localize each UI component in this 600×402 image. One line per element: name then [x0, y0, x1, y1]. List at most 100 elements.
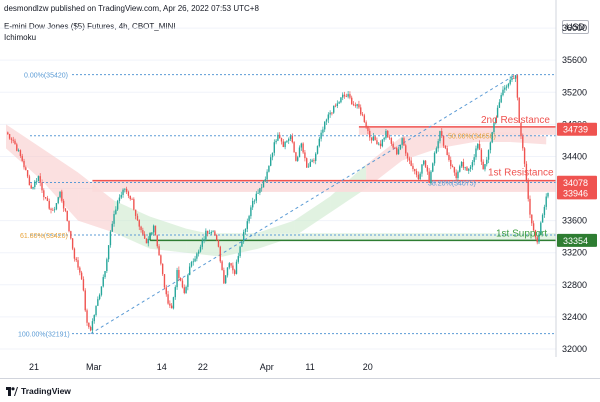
candle-body: [44, 197, 47, 199]
tradingview-logo-text: TradingView: [21, 386, 71, 396]
candle-body: [511, 77, 513, 80]
candle-body: [297, 157, 299, 161]
candle-body: [345, 96, 348, 98]
candle-body: [255, 193, 257, 201]
candle-body: [378, 143, 380, 145]
candle-body: [282, 141, 285, 148]
cloud-segment: [114, 200, 151, 249]
candle-body: [322, 129, 324, 133]
resistance-2-label: 2nd Resistance: [481, 115, 550, 126]
fib-level-label: 50.00%(34658): [448, 134, 496, 141]
candle-body: [349, 94, 351, 98]
candle-body: [509, 79, 511, 84]
support-1-price-tag-text: 33354: [563, 236, 588, 246]
candle-body: [115, 209, 117, 215]
candle-body: [210, 231, 212, 234]
candle-body: [188, 266, 191, 276]
candle-body: [363, 115, 366, 123]
candle-body: [224, 275, 227, 284]
candle-body: [95, 305, 97, 316]
price-axis[interactable]: 3200032400328003320033600340003440034800…: [557, 23, 597, 354]
currency-button[interactable]: USD: [562, 20, 590, 34]
candle-body: [532, 223, 535, 231]
time-tick-label: 22: [198, 362, 208, 372]
candle-body: [369, 130, 371, 138]
resistance-2-price-tag: [557, 122, 597, 136]
candle-body: [239, 246, 241, 257]
candle-body: [251, 201, 254, 208]
candle-body: [86, 310, 88, 323]
candle-body: [233, 270, 236, 274]
candle-body: [230, 263, 232, 266]
candle-body: [351, 97, 353, 105]
candle-body: [196, 253, 198, 259]
support-1-price-tag: [557, 233, 597, 247]
candle-body: [284, 141, 286, 148]
tradingview-logo-icon: [6, 386, 18, 396]
candle-body: [107, 245, 110, 260]
candle-body: [88, 322, 90, 328]
candle-body: [46, 198, 49, 201]
candle-body: [507, 83, 510, 87]
candle-body: [295, 152, 297, 161]
candle-body: [538, 234, 540, 243]
candle-body: [311, 160, 313, 162]
candle-body: [59, 191, 61, 198]
price-tick-label: 36000: [562, 23, 587, 33]
candle-body: [441, 131, 443, 136]
candle-body: [64, 208, 67, 211]
candle-body: [271, 152, 274, 158]
candle-body: [414, 169, 416, 172]
candle-body: [486, 159, 488, 165]
candle-body: [221, 261, 223, 271]
candle-body: [113, 214, 115, 224]
candle-body: [385, 131, 387, 138]
candle-body: [477, 143, 479, 149]
candle-body: [138, 220, 140, 227]
candle-body: [480, 149, 483, 162]
candle-body: [491, 132, 493, 143]
candle-body: [383, 137, 385, 140]
candle-body: [396, 147, 398, 155]
candle-body: [370, 137, 373, 141]
candle-body: [244, 228, 247, 232]
candle-body: [338, 102, 340, 104]
candle-body: [448, 155, 450, 160]
candle-body: [41, 182, 43, 191]
time-tick-label: 14: [157, 362, 167, 372]
candle-body: [208, 233, 211, 235]
time-axis[interactable]: 21 Mar 14 22 Apr 11 20: [29, 362, 373, 372]
candle-body: [194, 258, 196, 262]
candle-body: [430, 171, 432, 183]
candle-body: [525, 163, 528, 182]
tradingview-logo[interactable]: TradingView: [6, 386, 71, 396]
candle-body: [181, 280, 184, 288]
candle-body: [372, 136, 375, 141]
candle-body: [518, 97, 520, 123]
candle-body: [495, 117, 497, 124]
candle-body: [381, 139, 384, 147]
price-tick-label: 32400: [562, 312, 587, 322]
candle-body: [179, 278, 182, 281]
candle-body: [269, 157, 272, 166]
candle-body: [435, 148, 438, 154]
indicator-label: Ichimoku: [4, 33, 37, 42]
price-chart[interactable]: 0.00%(35420) 38.20%(34075) 50.00%(34658) 61…: [0, 0, 600, 378]
candle-body: [387, 131, 389, 138]
candle-body: [315, 153, 317, 161]
price-tick-label: 33200: [562, 248, 587, 258]
candle-body: [410, 160, 412, 166]
candle-body: [361, 114, 364, 116]
candle-body: [23, 160, 25, 168]
candle-body: [505, 86, 508, 88]
candle-body: [151, 232, 153, 235]
candle-body: [215, 235, 218, 241]
candle-body: [152, 225, 155, 233]
candle-body: [534, 230, 537, 238]
fib-level-label: 0.00%(35420): [24, 73, 68, 80]
candle-body: [79, 267, 81, 273]
candle-body: [129, 195, 131, 200]
candle-body: [468, 168, 470, 171]
resistance-1-price-tag: [557, 175, 597, 189]
candle-body: [298, 147, 301, 158]
